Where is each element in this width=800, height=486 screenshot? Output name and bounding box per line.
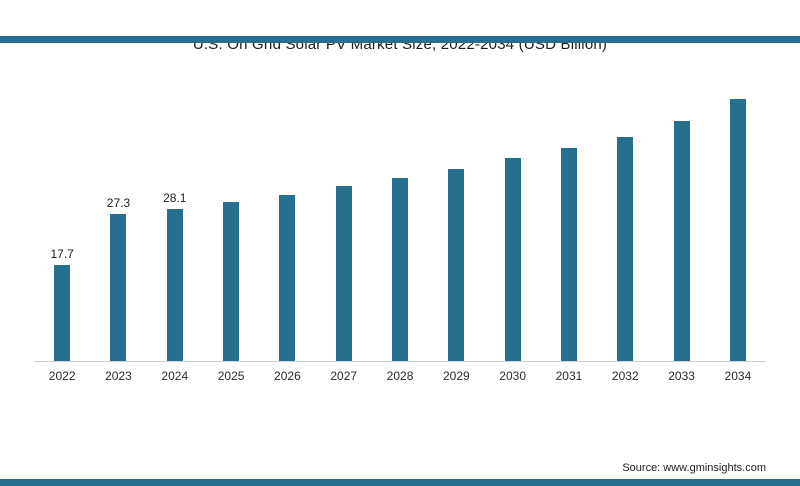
bar-value-label: 27.3 — [106, 195, 131, 210]
bar — [392, 177, 409, 361]
bar — [673, 121, 690, 361]
x-axis-tick-label: 2031 — [555, 369, 583, 383]
source-attribution: Source: www.gminsights.com — [622, 462, 766, 474]
bar-column — [203, 202, 259, 361]
bar-value-label: 28.1 — [163, 191, 187, 206]
bar — [54, 265, 71, 361]
x-axis-tick-label: 2028 — [386, 369, 414, 383]
bar — [729, 99, 746, 361]
bar-column — [541, 148, 597, 361]
bar — [504, 158, 521, 361]
bar-column — [597, 136, 653, 361]
bar-value-label: 17.7 — [50, 247, 74, 262]
bar-column: 27.3 — [90, 196, 146, 361]
bar — [335, 186, 352, 361]
bar-column — [428, 168, 484, 361]
x-axis-tick-label: 2024 — [161, 369, 189, 383]
bar-column — [485, 158, 541, 361]
bar-column: 28.1 — [147, 191, 203, 361]
bar — [166, 209, 183, 361]
x-axis-tick-label: 2034 — [724, 369, 752, 383]
bar — [279, 195, 296, 361]
bottom-accent-bar — [0, 479, 800, 486]
bar — [110, 213, 127, 361]
x-axis-tick-label: 2030 — [499, 369, 526, 383]
bar-column — [710, 99, 766, 361]
x-axis-tick-label: 2027 — [330, 369, 358, 383]
x-axis-tick-label: 2023 — [105, 369, 132, 383]
top-accent-bar — [0, 36, 800, 43]
bar-chart-plot-area: 17.7 27.3 28.1 — [34, 61, 766, 362]
bar — [223, 202, 240, 361]
x-axis-tick-label: 2032 — [611, 369, 639, 383]
x-axis-tick-label: 2033 — [668, 369, 695, 383]
bar-column — [316, 186, 372, 361]
x-axis: 2022 2023 2024 2025 2026 2027 2028 2029 2030 2031… — [34, 369, 766, 383]
x-axis-tick-label: 2029 — [442, 369, 470, 383]
bar-column — [372, 177, 428, 361]
x-axis-tick-label: 2026 — [274, 369, 301, 383]
bar — [617, 136, 634, 361]
x-axis-tick-label: 2025 — [217, 369, 245, 383]
bar-column — [259, 195, 315, 361]
x-axis-tick-label: 2022 — [48, 369, 76, 383]
bar — [448, 168, 465, 361]
bar — [560, 148, 577, 361]
bar-column: 17.7 — [34, 247, 90, 361]
bar-column — [653, 121, 709, 361]
